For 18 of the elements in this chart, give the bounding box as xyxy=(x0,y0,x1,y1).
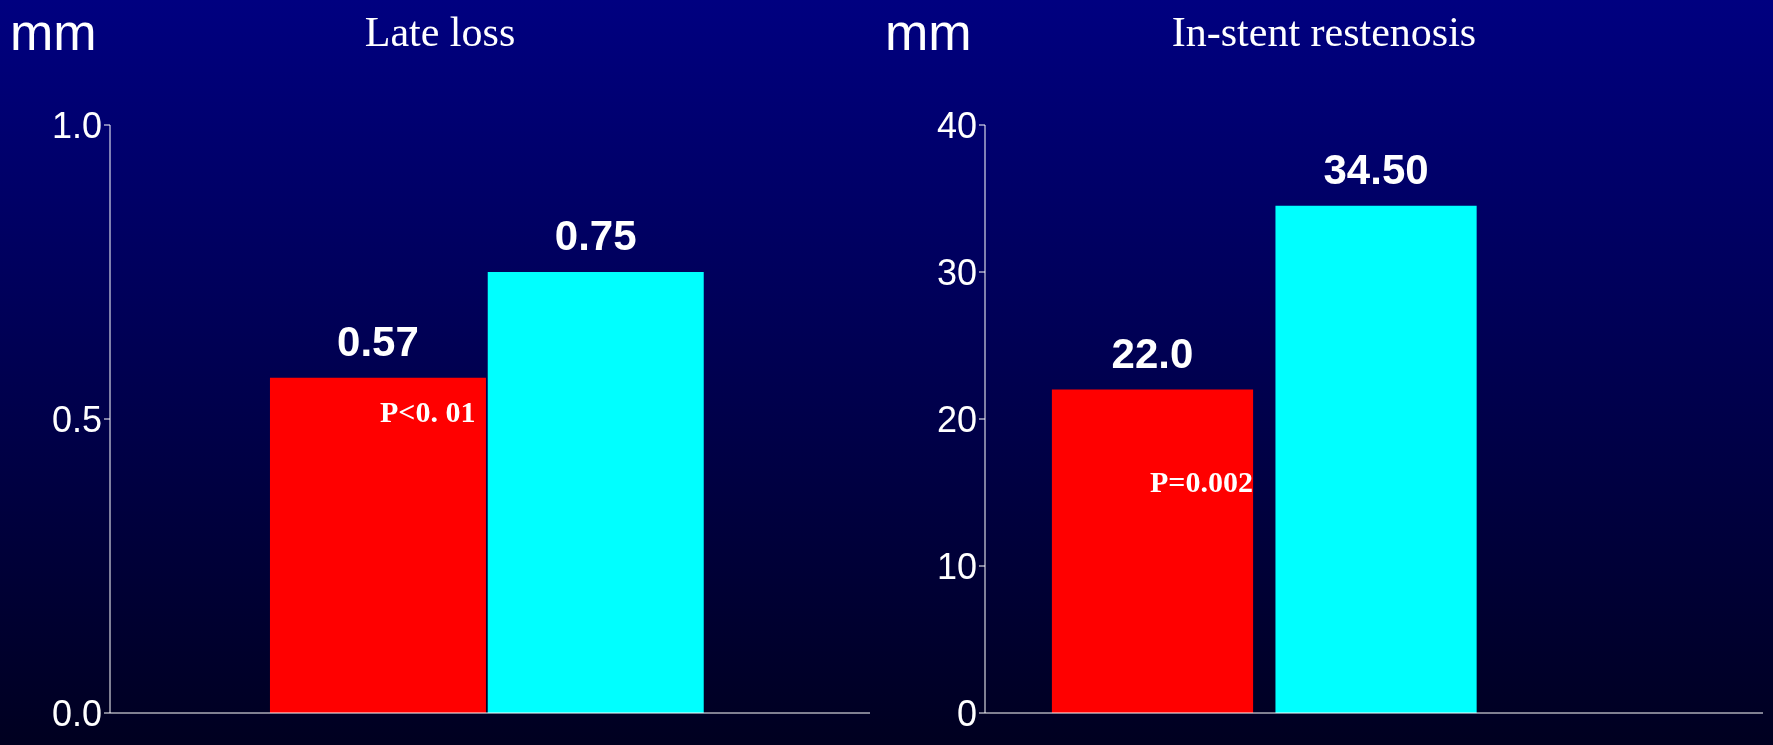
annotation: P<0. 01 xyxy=(380,395,476,429)
y-tick-label: 0.0 xyxy=(51,692,102,734)
data-label: 0.75 xyxy=(554,212,637,259)
y-tick-label: 0.5 xyxy=(51,398,102,440)
data-label: 34.50 xyxy=(1323,145,1429,193)
y-tick-label: 10 xyxy=(936,545,977,587)
y-axis-title: mm xyxy=(885,2,972,62)
chart-title: In-stent restenosis xyxy=(1171,9,1477,55)
y-tick-label: 0 xyxy=(956,692,977,734)
chart-title: Late loss xyxy=(364,9,516,55)
annotation: P=0.002 xyxy=(1150,465,1253,499)
y-axis-title: mm xyxy=(10,2,97,62)
y-tick-label: 1.0 xyxy=(51,104,102,146)
data-label: 22.0 xyxy=(1111,329,1194,377)
data-label: 0.57 xyxy=(337,317,419,365)
y-tick-label: 30 xyxy=(936,251,977,293)
y-tick-label: 40 xyxy=(936,104,977,146)
y-tick-label: 20 xyxy=(936,398,977,440)
